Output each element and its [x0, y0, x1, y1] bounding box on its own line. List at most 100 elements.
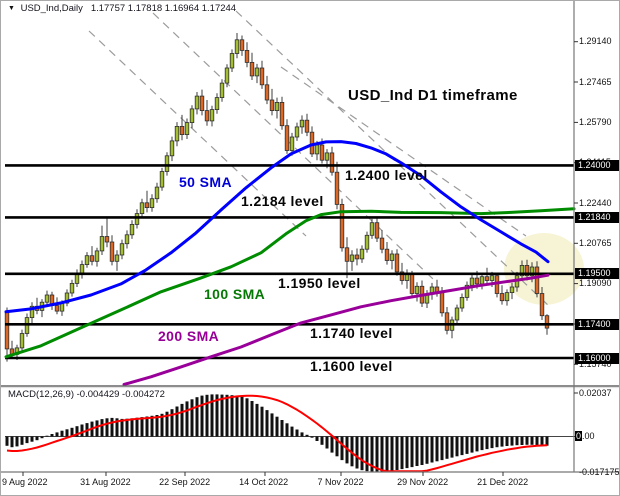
macd-bar	[55, 432, 59, 437]
macd-bar	[435, 436, 439, 462]
time-axis-label: 14 Oct 2022	[239, 477, 289, 487]
candle-body	[264, 84, 270, 101]
candle-body	[454, 307, 460, 321]
candle-body	[194, 95, 200, 110]
candle-body	[314, 144, 320, 155]
candle-body	[129, 223, 135, 236]
macd-bar	[465, 436, 469, 454]
candle-body	[64, 292, 70, 304]
annotation-level-1-2184: 1.2184 level	[241, 193, 324, 209]
sma-200-line	[122, 273, 550, 386]
macd-bar	[255, 403, 259, 437]
candle-body	[4, 310, 10, 350]
macd-bar	[185, 401, 189, 437]
macd-bar	[160, 413, 164, 437]
candle-body	[144, 202, 150, 209]
candle-body	[224, 67, 230, 84]
candle-body	[204, 110, 210, 122]
candle-body	[334, 171, 340, 205]
macd-bar	[230, 395, 234, 437]
annotation-level-1-1600: 1.1600 level	[310, 358, 393, 374]
candle-body	[169, 140, 175, 157]
price-axis-level-badge: 1.24000	[575, 159, 619, 171]
macd-bar	[50, 434, 54, 437]
annotation-level-1-1740: 1.1740 level	[310, 325, 393, 341]
candle-body	[294, 126, 300, 138]
candle-body	[99, 236, 105, 252]
macd-bar	[485, 436, 489, 450]
price-axis-level-badge: 1.19500	[575, 268, 619, 280]
candle-body	[114, 254, 120, 262]
chart-header[interactable]: ▼ USD_Ind,Daily 1.17757 1.17818 1.16964 …	[8, 3, 236, 14]
macd-bar	[10, 436, 14, 448]
candle-body	[179, 126, 185, 136]
macd-bar	[390, 436, 394, 471]
chart-ohlc-values: 1.17757 1.17818 1.16964 1.17244	[90, 3, 237, 14]
candle-body	[239, 39, 245, 51]
macd-bar	[40, 436, 44, 439]
candle-body	[19, 333, 25, 349]
candle-body	[134, 213, 140, 225]
annotation-sma-50: 50 SMA	[179, 174, 232, 190]
candle-body	[254, 67, 260, 77]
macd-bar	[275, 416, 279, 437]
macd-bar	[145, 416, 149, 437]
candle-body	[274, 102, 280, 112]
macd-bar	[105, 418, 109, 437]
candle-body	[474, 277, 480, 285]
macd-bar	[310, 436, 314, 438]
macd-bar	[75, 426, 79, 437]
candle-body	[524, 264, 530, 277]
candle-body	[139, 202, 145, 215]
macd-bar	[35, 436, 39, 441]
macd-bar	[515, 436, 519, 446]
candle-body	[369, 222, 375, 236]
macd-bar	[470, 436, 474, 453]
macd-bar	[95, 420, 99, 437]
macd-bar	[315, 436, 319, 441]
candle-body	[464, 284, 470, 298]
macd-bar	[480, 436, 484, 451]
candle-body	[359, 248, 365, 260]
macd-bar	[195, 397, 199, 437]
macd-bar	[320, 436, 324, 445]
macd-bar	[190, 399, 194, 437]
macd-bar	[120, 418, 124, 437]
macd-bar	[405, 436, 409, 469]
macd-bar	[355, 436, 359, 469]
macd-bar	[15, 436, 19, 447]
macd-bar	[530, 436, 534, 445]
candle-body	[484, 276, 490, 281]
candle-body	[509, 286, 515, 293]
candle-body	[439, 292, 445, 314]
macd-bar	[210, 394, 214, 437]
macd-bar	[450, 436, 454, 458]
candle-body	[234, 39, 240, 54]
candle-body	[404, 273, 410, 281]
candle-body	[159, 171, 165, 188]
macd-bar	[20, 436, 24, 445]
macd-bar	[400, 436, 404, 470]
macd-bar	[200, 395, 204, 437]
candle-body	[479, 276, 485, 285]
dashed-trendline	[280, 66, 527, 237]
macd-bar	[70, 427, 74, 437]
candle-body	[374, 222, 380, 239]
macd-bar	[245, 398, 249, 437]
macd-bar	[335, 436, 339, 457]
macd-bar	[205, 394, 209, 437]
macd-bar	[125, 418, 129, 437]
chart-menu-triangle-icon[interactable]: ▼	[8, 5, 15, 12]
candle-body	[364, 234, 370, 250]
sma-100-line	[4, 207, 576, 359]
macd-bar	[165, 411, 169, 437]
time-axis-label: 9 Aug 2022	[2, 477, 48, 487]
candle-body	[394, 253, 400, 273]
macd-bar	[395, 436, 399, 470]
macd-bar	[175, 406, 179, 437]
macd-bar	[180, 403, 184, 437]
candle-body	[379, 237, 385, 250]
candle-body	[69, 282, 75, 294]
